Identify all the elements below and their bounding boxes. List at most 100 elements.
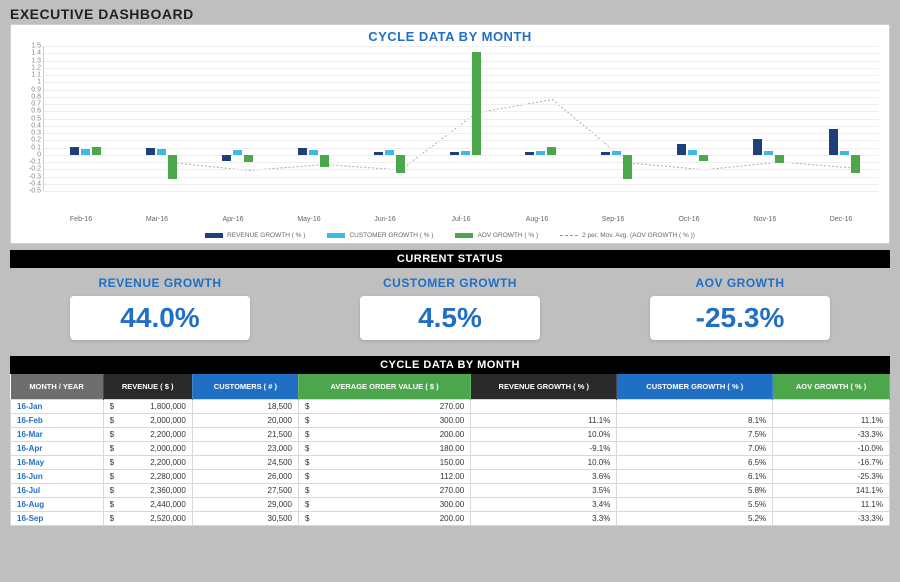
bar-2 [92,147,101,155]
bar-0 [601,152,610,154]
bar-2 [623,155,632,179]
bar-0 [525,152,534,154]
cell: 10.0% [471,456,617,470]
cell: 18,500 [192,400,298,414]
bar-2 [244,155,253,162]
bar-2 [320,155,329,167]
cell: 21,500 [192,428,298,442]
kpi-value-box: -25.3% [650,296,830,340]
kpi-label: AOV GROWTH [610,276,870,290]
kpi-0: REVENUE GROWTH44.0% [30,276,290,340]
cell: -33.3% [773,428,890,442]
x-label: Jul-16 [423,216,499,230]
cell: $200.00 [298,428,470,442]
cell: $2,200,000 [103,456,192,470]
bar-2 [396,155,405,173]
cell: 7.0% [617,442,773,456]
bar-1 [612,151,621,155]
kpi-1: CUSTOMER GROWTH 4.5% [320,276,580,340]
cell: $270.00 [298,484,470,498]
cell: 11.1% [773,414,890,428]
col-header: REVENUE ( $ ) [103,374,192,400]
cell: 8.1% [617,414,773,428]
y-tick: 0.5 [31,115,41,122]
col-header: CUSTOMERS ( # ) [192,374,298,400]
x-label: Aug-16 [499,216,575,230]
cell: 23,000 [192,442,298,456]
bar-1 [536,151,545,155]
cell: 16-Mar [11,428,104,442]
cell: 6.1% [617,470,773,484]
bar-1 [385,150,394,154]
legend-item: REVENUE GROWTH ( % ) [205,232,305,239]
y-tick: 0.3 [31,130,41,137]
kpi-value: -25.3% [696,302,785,333]
kpi-label: CUSTOMER GROWTH [320,276,580,290]
kpi-row: REVENUE GROWTH44.0% CUSTOMER GROWTH 4.5% AO… [10,268,890,350]
table-row: 16-Jan$1,800,00018,500$270.00 [11,400,890,414]
cell: 30,500 [192,512,298,526]
cell: $1,800,000 [103,400,192,414]
x-label: Mar-16 [119,216,195,230]
bar-2 [547,147,556,155]
table-row: 16-May$2,200,00024,500$150.0010.0%6.5%-1… [11,456,890,470]
cell: $2,360,000 [103,484,192,498]
cell: 11.1% [471,414,617,428]
cycle-data-table: MONTH / YEARREVENUE ( $ )CUSTOMERS ( # )… [10,374,890,526]
cell: 16-Jul [11,484,104,498]
table-row: 16-Feb$2,000,00020,000$300.0011.1%8.1%11… [11,414,890,428]
y-tick: -0.5 [29,188,41,195]
y-tick: 1.5 [31,43,41,50]
x-label: Feb-16 [43,216,119,230]
chart-y-axis: -0.5-0.4-0.3-0.2-0.100.10.20.30.40.50.60… [21,46,43,191]
cell: 6.5% [617,456,773,470]
y-tick: 1.2 [31,64,41,71]
y-tick: 1.4 [31,50,41,57]
kpi-2: AOV GROWTH -25.3% [610,276,870,340]
cell: $300.00 [298,414,470,428]
cell: 5.5% [617,498,773,512]
y-tick: 0.7 [31,101,41,108]
y-tick: -0.1 [29,159,41,166]
bar-1 [157,149,166,154]
cell: -16.7% [773,456,890,470]
cell: 16-Aug [11,498,104,512]
cell: 3.5% [471,484,617,498]
cell: 27,500 [192,484,298,498]
cell: 3.3% [471,512,617,526]
bar-1 [309,150,318,155]
bar-1 [233,150,242,155]
chart-plot [43,46,879,191]
cell: 3.6% [471,470,617,484]
bar-0 [677,144,686,155]
kpi-value-box: 4.5% [360,296,540,340]
cell: 16-Jan [11,400,104,414]
x-label: Nov-16 [727,216,803,230]
cell: $200.00 [298,512,470,526]
cell: 5.2% [617,512,773,526]
chart-title: CYCLE DATA BY MONTH [21,29,879,44]
cell: 7.5% [617,428,773,442]
cell: -10.0% [773,442,890,456]
col-header: REVENUE GROWTH ( % ) [471,374,617,400]
cell: 16-May [11,456,104,470]
cell: -9.1% [471,442,617,456]
col-header: AOV GROWTH ( % ) [773,374,890,400]
cell: 20,000 [192,414,298,428]
y-tick: 0.2 [31,137,41,144]
chart-legend: REVENUE GROWTH ( % )CUSTOMER GROWTH ( % … [21,230,879,241]
bar-2 [168,155,177,179]
bar-1 [461,151,470,155]
cell: 29,000 [192,498,298,512]
table-row: 16-Mar$2,200,00021,500$200.0010.0%7.5%-3… [11,428,890,442]
bar-0 [374,152,383,155]
cell [617,400,773,414]
bar-1 [688,150,697,154]
cell [471,400,617,414]
status-heading: CURRENT STATUS [10,250,890,268]
cell: $2,000,000 [103,442,192,456]
bar-0 [753,139,762,155]
x-label: Apr-16 [195,216,271,230]
bar-1 [840,151,849,155]
bar-0 [298,148,307,155]
